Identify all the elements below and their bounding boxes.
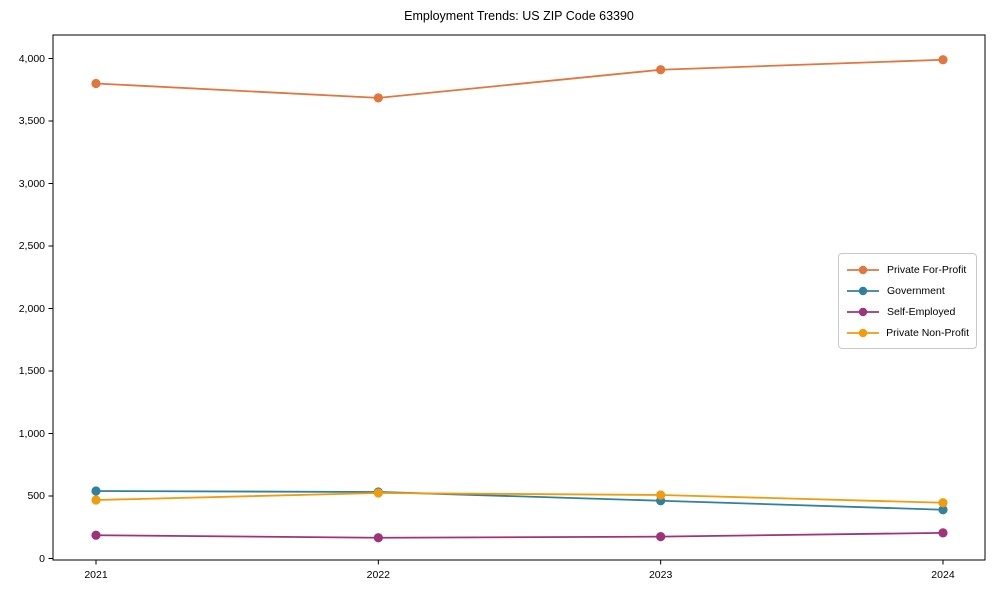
y-tick-label: 1,500: [18, 365, 45, 377]
legend-item-private-non-profit: Private Non-Profit: [846, 322, 969, 343]
y-tick-label: 3,000: [18, 177, 45, 190]
legend: Private For-Profit Government Self-Emplo…: [838, 253, 977, 349]
legend-label: Self-Employed: [887, 305, 956, 318]
x-tick-label: 2021: [84, 569, 108, 581]
y-tick-label: 2,500: [18, 240, 45, 252]
y-tick-label: 0: [39, 552, 45, 565]
y-tick-label: 3,500: [18, 115, 45, 127]
legend-item-self-employed: Self-Employed: [846, 301, 969, 322]
line-dot-marker-icon: [847, 307, 879, 316]
x-tick-label: 2024: [931, 569, 955, 581]
legend-item-private-for-profit: Private For-Profit: [846, 259, 969, 280]
y-tick-label: 500: [27, 490, 45, 502]
legend-label: Private For-Profit: [887, 263, 967, 276]
legend-label: Private Non-Profit: [886, 326, 969, 339]
line-dot-marker-icon: [847, 265, 879, 274]
x-tick-label: 2023: [648, 569, 673, 581]
legend-item-government: Government: [846, 280, 969, 301]
y-tick-label: 4,000: [18, 52, 45, 65]
y-tick-label: 2,000: [18, 302, 45, 315]
line-dot-marker-icon: [847, 286, 879, 295]
x-tick-label: 2022: [366, 569, 390, 581]
y-tick-label: 1,000: [18, 427, 45, 440]
line-dot-marker-icon: [847, 328, 879, 337]
chart-title: Employment Trends: US ZIP Code 63390: [404, 9, 634, 23]
legend-label: Government: [887, 284, 945, 297]
